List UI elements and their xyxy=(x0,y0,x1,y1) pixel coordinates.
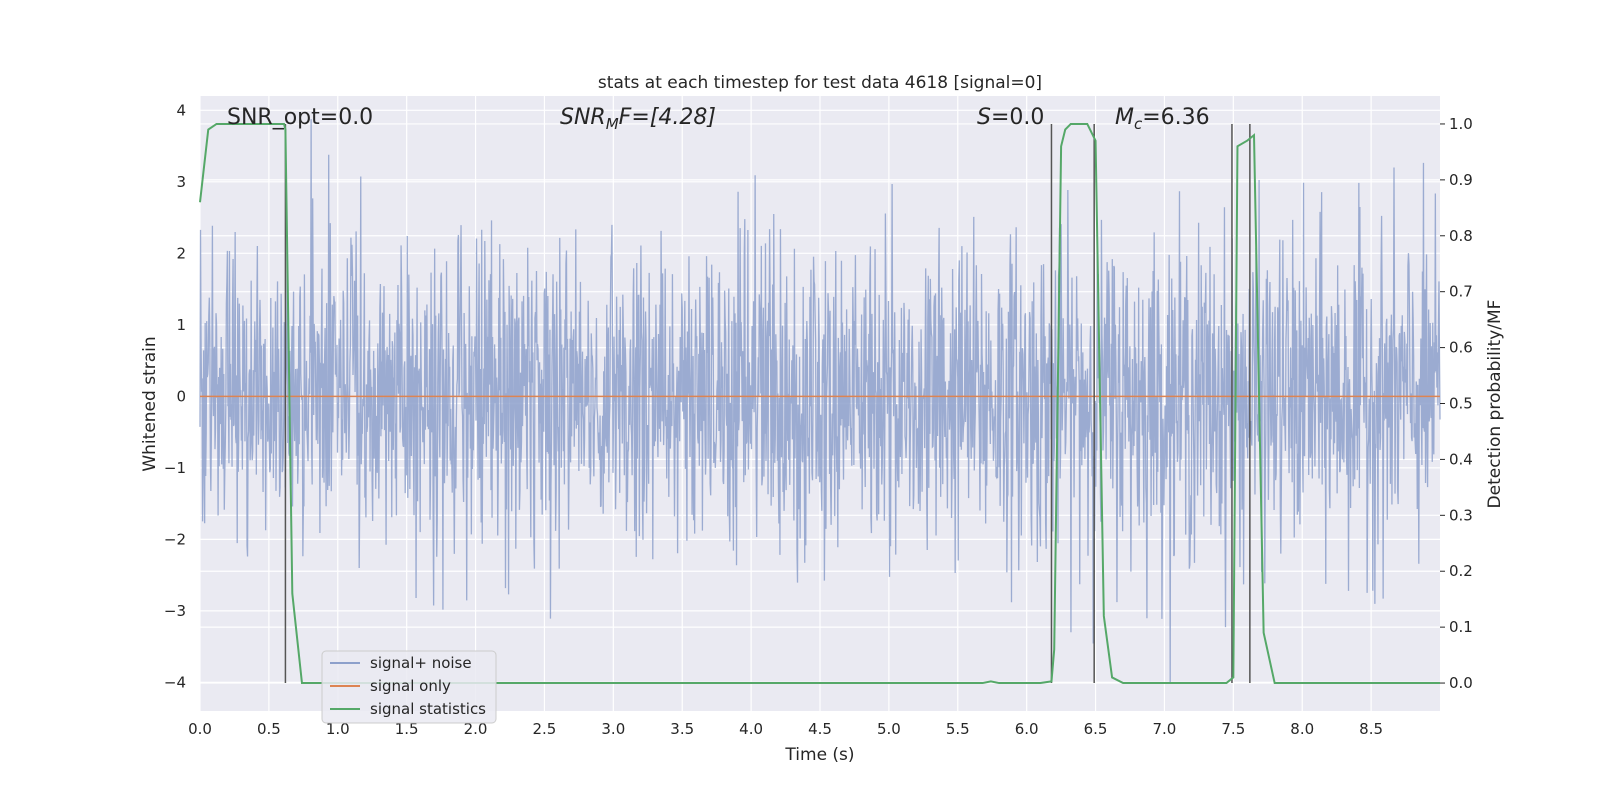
annotation-snr-mf-sub: M xyxy=(606,115,619,133)
signal-noise-line xyxy=(199,119,1441,683)
right-y-tick-label: 0.8 xyxy=(1449,227,1473,245)
x-tick-label: 2.5 xyxy=(533,720,557,738)
x-tick-label: 4.0 xyxy=(739,720,763,738)
annotation-s-main: S xyxy=(977,105,991,130)
left-y-axis-label: Whitened strain xyxy=(140,336,160,471)
annotation-snr-mf-main: SNR xyxy=(560,105,606,130)
right-y-tick-label: 0.0 xyxy=(1449,674,1473,692)
annotation-snr-mf: SNRMF=[4.28] xyxy=(560,105,716,133)
right-y-tick-label: 0.1 xyxy=(1449,618,1473,636)
right-y-tick-label: 0.2 xyxy=(1449,562,1473,580)
annotation-mc-rest: =6.36 xyxy=(1142,105,1209,130)
x-tick-label: 7.0 xyxy=(1153,720,1177,738)
legend-label-signal-noise: signal+ noise xyxy=(370,654,472,672)
x-tick-label: 5.0 xyxy=(877,720,901,738)
right-y-tick-label: 0.4 xyxy=(1449,450,1473,468)
legend: signal+ noise signal only signal statist… xyxy=(321,650,497,724)
x-tick-label: 1.0 xyxy=(326,720,350,738)
x-axis-label: Time (s) xyxy=(784,745,854,765)
right-y-tick-label: 0.9 xyxy=(1449,171,1473,189)
left-y-tick-label: −2 xyxy=(164,530,186,548)
x-tick-label: 2.0 xyxy=(464,720,488,738)
signal-noise-series xyxy=(199,119,1441,683)
x-tick-label: 4.5 xyxy=(808,720,832,738)
annotation-mc-main: M xyxy=(1115,105,1134,130)
annotation-mc: Mc=6.36 xyxy=(1115,105,1210,133)
left-y-tick-label: −3 xyxy=(164,602,186,620)
legend-label-signal-statistics: signal statistics xyxy=(370,700,486,718)
signal-statistics-series xyxy=(199,122,1440,685)
x-tick-label: 8.5 xyxy=(1359,720,1383,738)
x-tick-label: 6.5 xyxy=(1084,720,1108,738)
x-tick-label: 0.0 xyxy=(188,720,212,738)
left-y-tick-label: 1 xyxy=(176,316,186,334)
left-y-tick-label: −1 xyxy=(164,459,186,477)
chart-title: stats at each timestep for test data 461… xyxy=(598,73,1042,93)
right-y-tick-label: 0.3 xyxy=(1449,506,1473,524)
left-y-tick-label: −4 xyxy=(164,673,186,691)
right-y-tick-labels: 0.0 0.1 0.2 0.3 0.4 0.5 0.6 0.7 0.8 0.9 1.0 xyxy=(1440,115,1473,692)
right-y-tick-label: 0.5 xyxy=(1449,395,1473,413)
annotation-s-rest: =0.0 xyxy=(991,105,1044,130)
x-tick-label: 6.0 xyxy=(1015,720,1039,738)
right-y-tick-label: 1.0 xyxy=(1449,115,1473,133)
signal-statistics-line xyxy=(199,122,1440,685)
x-tick-label: 8.0 xyxy=(1290,720,1314,738)
x-tick-label: 3.0 xyxy=(601,720,625,738)
left-y-tick-label: 2 xyxy=(176,244,186,262)
x-tick-labels: 0.0 0.5 1.0 1.5 2.0 2.5 3.0 3.5 4.0 4.5 5.0 5.5 6.0 6… xyxy=(188,720,1383,738)
annotation-s: S=0.0 xyxy=(977,105,1044,130)
vertical-markers xyxy=(284,123,1251,684)
left-y-tick-labels: −4 −3 −2 −1 0 1 2 3 4 xyxy=(164,101,186,691)
right-y-tick-label: 0.7 xyxy=(1449,283,1473,301)
x-tick-label: 0.5 xyxy=(257,720,281,738)
x-tick-label: 5.5 xyxy=(946,720,970,738)
legend-label-signal-only: signal only xyxy=(370,677,451,695)
x-tick-label: 3.5 xyxy=(670,720,694,738)
right-y-tick-label: 0.6 xyxy=(1449,339,1473,357)
annotation-snr-mf-rest: F=[4.28] xyxy=(619,105,716,130)
left-y-tick-label: 3 xyxy=(176,173,186,191)
x-tick-label: 1.5 xyxy=(395,720,419,738)
left-y-tick-label: 0 xyxy=(176,387,186,405)
left-y-tick-label: 4 xyxy=(176,101,186,119)
annotation-mc-sub: c xyxy=(1134,115,1143,133)
legend-box xyxy=(321,650,497,724)
annotation-snr-opt: SNR_opt=0.0 xyxy=(227,105,373,130)
x-tick-label: 7.5 xyxy=(1221,720,1245,738)
right-y-axis-label: Detection probability/MF xyxy=(1485,300,1505,509)
